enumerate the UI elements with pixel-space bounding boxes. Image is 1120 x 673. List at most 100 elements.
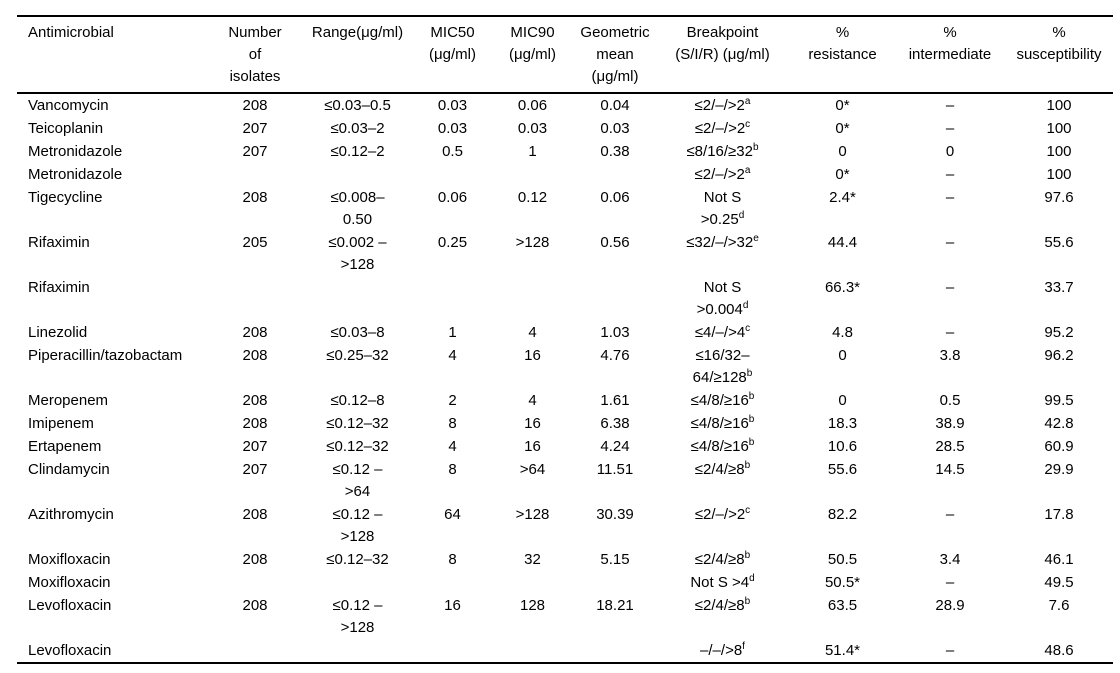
cell-range: ≤0.12–2 <box>330 143 385 160</box>
cell-isolates: 208 <box>242 347 268 364</box>
cell-breakpoint: ≤2/4/≥8b <box>694 460 751 479</box>
cell-geomean: 0.56 <box>600 234 630 251</box>
column-header-breakpoint: Breakpoint (S/I/R) (μg/ml) <box>655 16 790 94</box>
cell-resistance: 82.2 <box>827 506 858 523</box>
cell-intermediate: 3.8 <box>939 347 961 364</box>
cell-intermediate: 14.5 <box>935 461 965 478</box>
footnote-marker: b <box>748 414 755 425</box>
table-row: Levofloxacin –/–/>8f 51.4* – 48.6 <box>17 639 1113 663</box>
cell-susceptibility: 60.9 <box>1044 438 1074 455</box>
footnote-marker: c <box>745 505 751 516</box>
cell-mic90 <box>490 276 575 321</box>
cell-geomean: 1.61 <box>600 392 630 409</box>
cell-antimicrobial: Azithromycin <box>28 506 114 523</box>
cell-antimicrobial: Linezolid <box>28 324 88 341</box>
cell-range: ≤0.12 – >128 <box>332 597 383 636</box>
cell-resistance: 18.3 <box>827 415 858 432</box>
cell-geomean <box>575 276 655 321</box>
cell-mic50: 1 <box>448 324 457 341</box>
cell-susceptibility: 42.8 <box>1044 415 1074 432</box>
cell-antimicrobial: Imipenem <box>28 415 94 432</box>
cell-susceptibility: 55.6 <box>1044 234 1074 251</box>
cell-resistance: 50.5 <box>827 551 858 568</box>
table-row: Metronidazole 207 ≤0.12–2 0.5 1 0.38 ≤8/16/≥32… <box>17 140 1113 163</box>
column-header-isolates: Number of isolates <box>210 16 300 94</box>
cell-isolates <box>210 571 300 594</box>
cell-mic50: 0.25 <box>437 234 468 251</box>
cell-antimicrobial: Ertapenem <box>28 438 102 455</box>
cell-isolates: 207 <box>242 120 268 137</box>
cell-resistance: 2.4* <box>829 189 856 206</box>
cell-range: ≤0.12 – >64 <box>332 461 383 500</box>
footnote-marker: a <box>744 96 751 107</box>
footnote-marker: b <box>744 596 751 607</box>
cell-geomean: 0.03 <box>600 120 630 137</box>
footnote-marker: c <box>745 119 751 130</box>
cell-breakpoint: ≤2/4/≥8b <box>694 550 751 569</box>
cell-mic50: 4 <box>448 347 457 364</box>
table-row: Clindamycin 207 ≤0.12 – >64 8 >64 11.51 ≤2/4/≥8… <box>17 458 1113 503</box>
cell-intermediate: 28.9 <box>935 597 965 614</box>
cell-mic50 <box>415 163 490 186</box>
cell-resistance: 0* <box>835 97 850 114</box>
cell-susceptibility: 100 <box>1046 143 1072 160</box>
cell-isolates: 208 <box>242 597 268 614</box>
cell-mic50: 0.03 <box>437 120 468 137</box>
cell-geomean: 5.15 <box>600 551 630 568</box>
cell-breakpoint: ≤4/8/≥16b <box>690 437 755 456</box>
cell-range: ≤0.12 – >128 <box>332 506 383 545</box>
cell-range <box>300 163 415 186</box>
cell-mic50 <box>415 276 490 321</box>
cell-mic50: 4 <box>448 438 457 455</box>
cell-geomean: 0.04 <box>600 97 630 114</box>
cell-geomean: 18.21 <box>596 597 634 614</box>
column-header-susceptibility: % susceptibility <box>1005 16 1113 94</box>
cell-antimicrobial: Tigecycline <box>28 189 103 206</box>
cell-intermediate: 38.9 <box>935 415 965 432</box>
cell-antimicrobial: Teicoplanin <box>28 120 104 137</box>
cell-range: ≤0.002 – >128 <box>328 234 387 273</box>
cell-resistance: 0* <box>835 120 850 137</box>
cell-range <box>300 639 415 663</box>
cell-breakpoint: ≤2/–/>2c <box>694 119 751 138</box>
cell-susceptibility: 96.2 <box>1044 347 1074 364</box>
cell-breakpoint: Not S >0.004d <box>696 279 749 318</box>
cell-intermediate: – <box>945 279 955 296</box>
cell-susceptibility: 99.5 <box>1044 392 1074 409</box>
cell-antimicrobial: Levofloxacin <box>28 642 112 659</box>
cell-geomean <box>575 639 655 663</box>
cell-isolates: 208 <box>242 324 268 341</box>
footnote-marker: b <box>744 550 751 561</box>
cell-intermediate: – <box>945 642 955 659</box>
table-row: Ertapenem 207 ≤0.12–32 4 16 4.24 ≤4/8/≥16b 10.6… <box>17 435 1113 458</box>
cell-antimicrobial: Clindamycin <box>28 461 110 478</box>
cell-geomean: 6.38 <box>600 415 630 432</box>
cell-mic50: 0.06 <box>437 189 468 206</box>
cell-antimicrobial: Moxifloxacin <box>28 551 111 568</box>
cell-mic90: 16 <box>524 347 541 364</box>
cell-intermediate: 3.4 <box>939 551 961 568</box>
cell-antimicrobial: Piperacillin/tazobactam <box>28 347 183 364</box>
cell-mic90 <box>490 163 575 186</box>
cell-mic90: 4 <box>528 324 537 341</box>
cell-antimicrobial: Metronidazole <box>28 143 123 160</box>
footnote-marker: d <box>738 210 745 221</box>
cell-breakpoint: Not S >4d <box>690 573 755 592</box>
table-row: Meropenem 208 ≤0.12–8 2 4 1.61 ≤4/8/≥16b 0 0.5 99… <box>17 389 1113 412</box>
cell-breakpoint: ≤2/–/>2c <box>694 505 751 524</box>
table-header-row: Antimicrobial Number of isolates Range(μg/ml… <box>17 16 1113 94</box>
cell-geomean: 1.03 <box>600 324 630 341</box>
footnote-marker: d <box>742 300 749 311</box>
cell-mic90: 4 <box>528 392 537 409</box>
cell-mic90 <box>490 639 575 663</box>
cell-antimicrobial: Metronidazole <box>28 166 123 183</box>
cell-susceptibility: 17.8 <box>1044 506 1074 523</box>
cell-breakpoint: ≤32/–/>32e <box>686 233 759 252</box>
cell-mic90: >128 <box>515 234 550 251</box>
table-row: Tigecycline 208 ≤0.008– 0.50 0.06 0.12 0.06 Not… <box>17 186 1113 231</box>
cell-range: ≤0.12–32 <box>326 438 389 455</box>
cell-mic50: 0.5 <box>442 143 463 160</box>
cell-intermediate: – <box>945 234 955 251</box>
cell-antimicrobial: Moxifloxacin <box>28 574 111 591</box>
cell-isolates: 208 <box>242 392 268 409</box>
